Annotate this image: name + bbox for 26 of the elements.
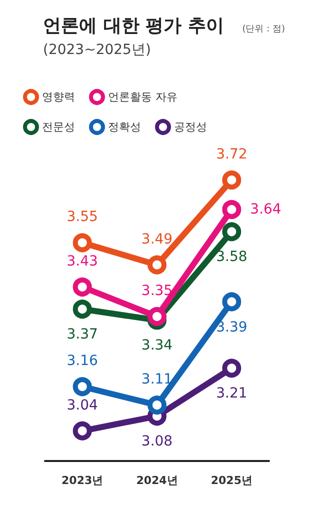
data-label: 3.39 xyxy=(216,319,248,336)
legend-label: 영향력 xyxy=(42,90,75,104)
x-tick-label: 2023년 xyxy=(62,474,104,487)
legend-label: 정확성 xyxy=(108,120,141,134)
text: (단위 : 점) xyxy=(242,24,286,34)
legend-label: 언론활동 자유 xyxy=(108,90,178,104)
data-label: 3.16 xyxy=(66,353,98,370)
data-label: 3.58 xyxy=(216,249,248,266)
data-label: 3.21 xyxy=(216,386,248,402)
legend-label: 공정성 xyxy=(174,120,207,134)
data-label: 3.64 xyxy=(250,202,282,218)
x-tick-label: 2025년 xyxy=(210,474,252,487)
chart-subtitle: (2023~2025년) xyxy=(43,42,151,58)
legend-label: 전문성 xyxy=(42,120,75,134)
chart-title: 언론에 대한 평가 추이 xyxy=(43,16,224,36)
data-label: 3.55 xyxy=(66,209,98,226)
data-label: 3.34 xyxy=(141,338,173,354)
data-label: 3.72 xyxy=(216,146,248,163)
x-tick-label: 2024년 xyxy=(136,474,178,487)
data-label: 3.11 xyxy=(141,372,173,388)
data-label: 3.35 xyxy=(141,283,173,300)
data-label: 3.37 xyxy=(66,326,98,343)
data-label: 3.43 xyxy=(66,254,98,270)
data-label: 3.49 xyxy=(141,231,173,248)
data-label: 3.04 xyxy=(66,397,98,414)
data-label: 3.08 xyxy=(141,434,173,450)
